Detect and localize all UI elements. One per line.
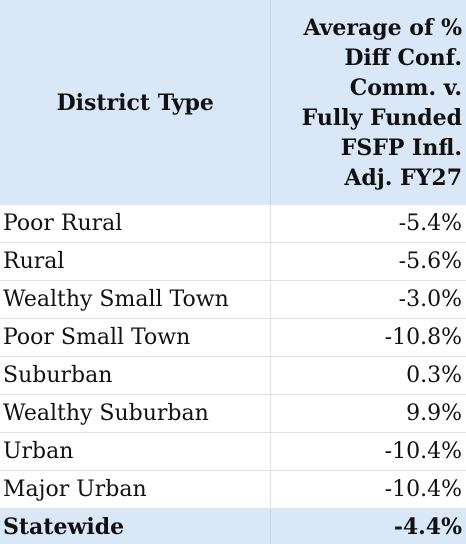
row-value: -10.4% xyxy=(384,439,462,464)
row-label: Suburban xyxy=(0,357,271,394)
row-value: 0.3% xyxy=(406,363,462,388)
row-value: -5.6% xyxy=(398,249,462,274)
table-row: Poor Rural -5.4% xyxy=(0,205,466,243)
total-label: Statewide xyxy=(0,509,271,544)
row-value: -3.0% xyxy=(398,287,462,312)
row-label: Wealthy Small Town xyxy=(0,281,271,318)
row-label: Rural xyxy=(0,243,271,280)
statewide-total-row: Statewide -4.4% xyxy=(0,509,466,544)
row-value: -10.4% xyxy=(384,477,462,502)
row-value: -10.8% xyxy=(384,325,462,350)
total-value: -4.4% xyxy=(393,513,462,540)
table-row: Wealthy Small Town -3.0% xyxy=(0,281,466,319)
header-district-type: District Type xyxy=(0,0,272,205)
table-row: Suburban 0.3% xyxy=(0,357,466,395)
row-label: Wealthy Suburban xyxy=(0,395,271,432)
table-row: Urban -10.4% xyxy=(0,433,466,471)
header-average-diff: Average of % Diff Conf. Comm. v. Fully F… xyxy=(301,14,462,191)
row-label: Poor Rural xyxy=(0,205,271,242)
row-label: Poor Small Town xyxy=(0,319,271,356)
row-label: Urban xyxy=(0,433,271,470)
table-row: Poor Small Town -10.8% xyxy=(0,319,466,357)
table-row: Rural -5.6% xyxy=(0,243,466,281)
table-header: District Type Average of % Diff Conf. Co… xyxy=(0,0,466,205)
row-value: -5.4% xyxy=(398,211,462,236)
table-row: Wealthy Suburban 9.9% xyxy=(0,395,466,433)
row-label: Major Urban xyxy=(0,471,271,508)
table-row: Major Urban -10.4% xyxy=(0,471,466,509)
row-value: 9.9% xyxy=(406,401,462,426)
